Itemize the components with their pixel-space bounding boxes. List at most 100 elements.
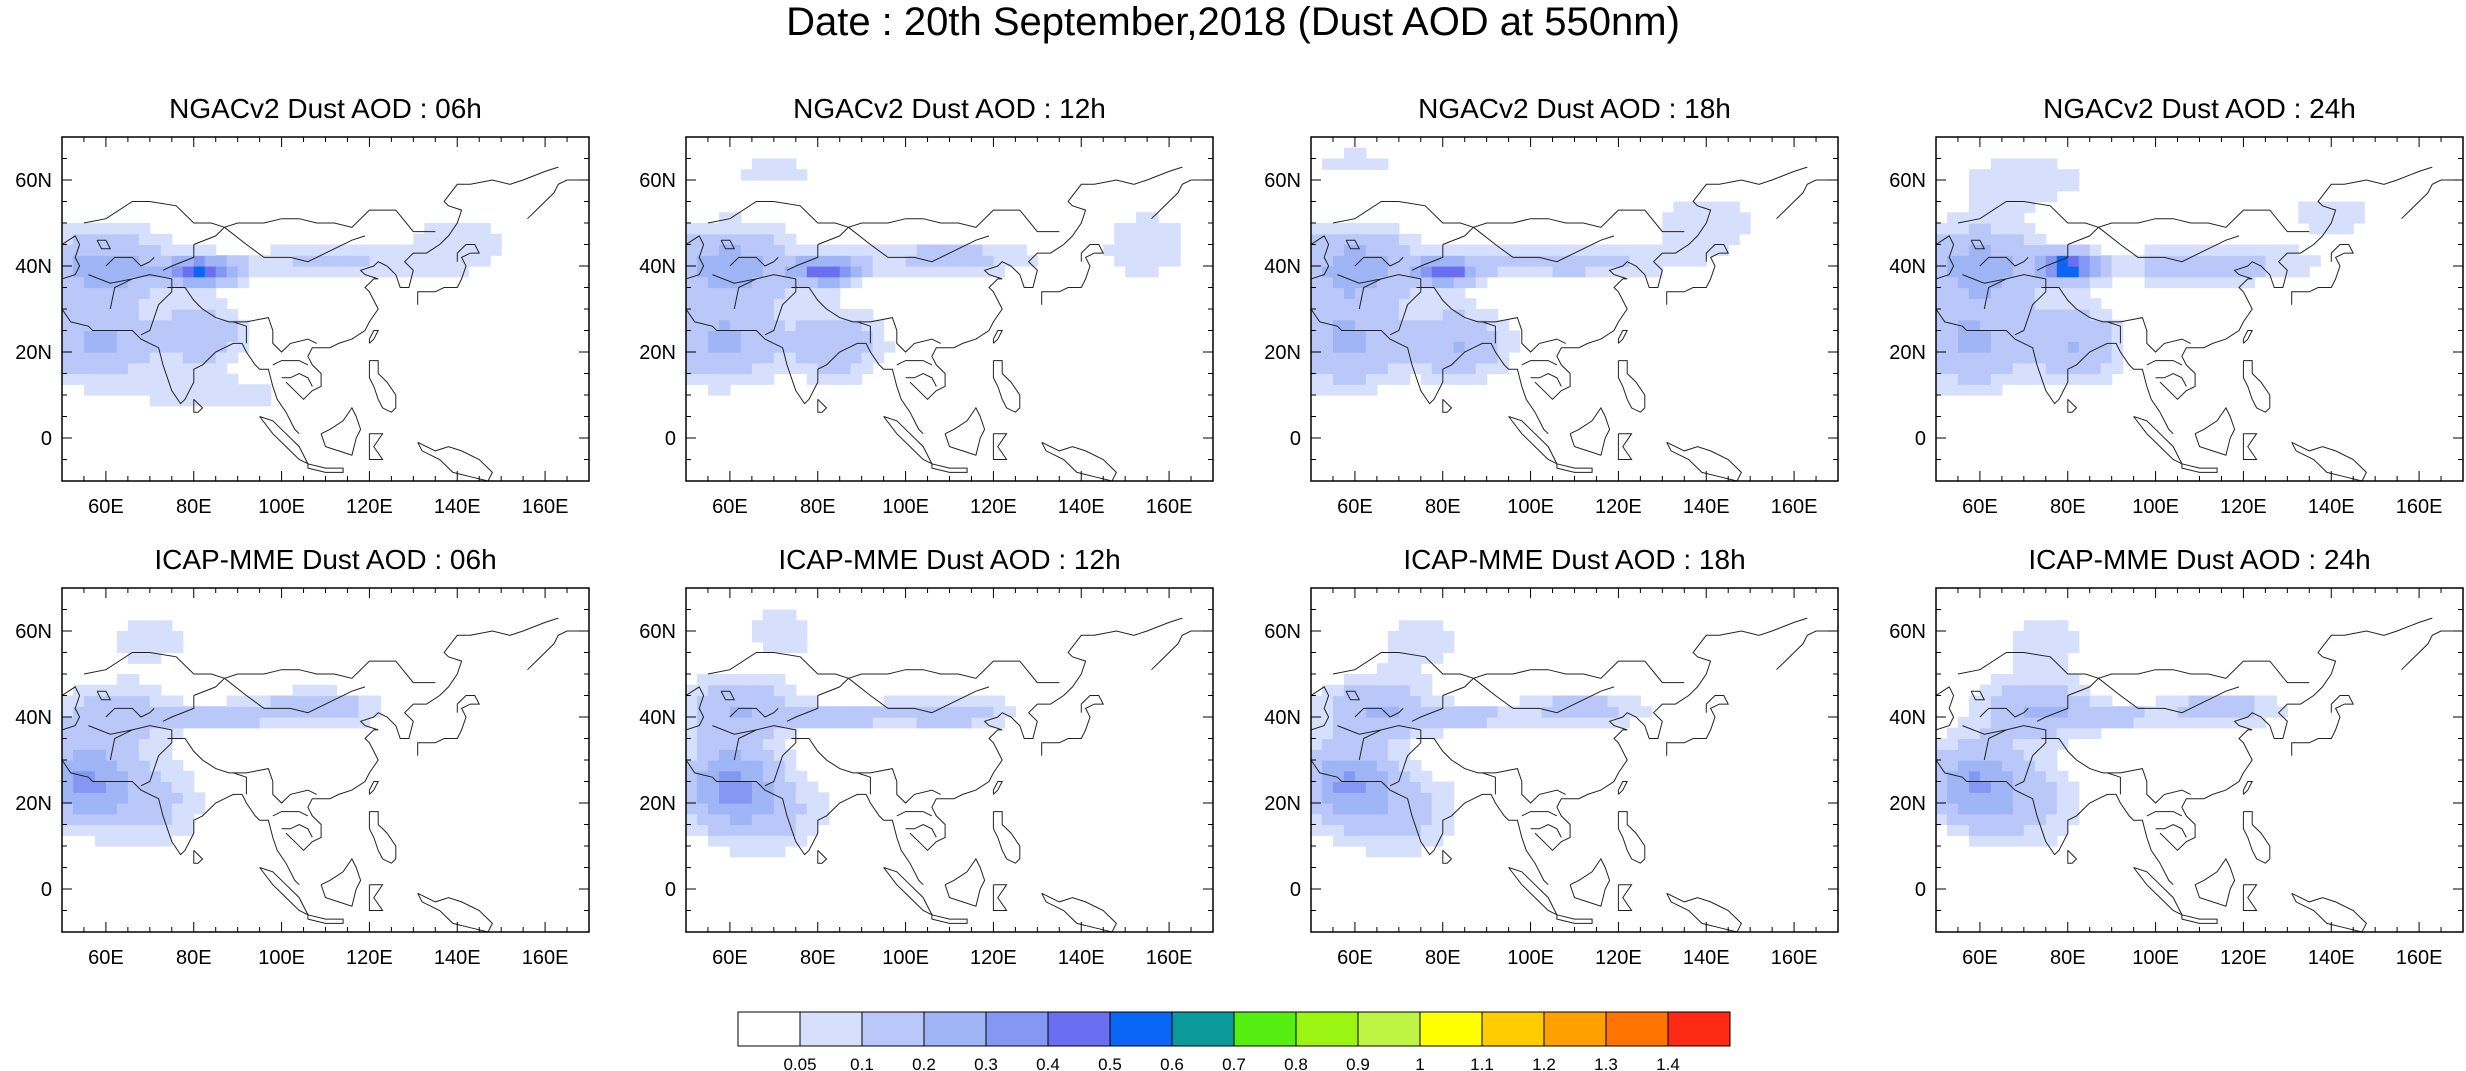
coastline: [729, 256, 779, 267]
aod-cell: [1464, 717, 1477, 729]
aod-cell: [138, 652, 151, 664]
aod-cell: [2023, 276, 2036, 289]
aod-cell: [1442, 695, 1455, 707]
coastline: [2041, 738, 2191, 804]
aod-cell: [1354, 792, 1367, 804]
aod-cell: [1979, 770, 1992, 783]
aod-cell: [1957, 341, 1970, 353]
coastline: [1041, 441, 1118, 481]
aod-cell: [795, 266, 808, 278]
aod-cell: [828, 319, 841, 332]
aod-cell: [2276, 244, 2288, 256]
coastline: [162, 695, 195, 722]
aod-cell: [2078, 276, 2091, 289]
aod-cell: [1585, 717, 1598, 729]
aod-cell: [2144, 706, 2157, 718]
aod-cell: [2166, 276, 2179, 289]
aod-cell: [1475, 244, 1488, 256]
aod-cell: [1158, 223, 1170, 235]
aod-cell: [1169, 255, 1181, 267]
aod-cell: [1442, 298, 1455, 310]
aod-cell: [1398, 824, 1411, 836]
aod-cell: [226, 266, 239, 278]
aod-cell: [1442, 362, 1455, 375]
aod-cell: [1979, 180, 1992, 192]
aod-cell: [83, 813, 96, 826]
aod-cell: [1311, 266, 1323, 278]
aod-cell: [2012, 738, 2025, 750]
aod-cell: [1398, 738, 1411, 750]
aod-cell: [182, 813, 195, 826]
aod-cell: [718, 319, 731, 332]
aod-cell: [1442, 373, 1455, 385]
aod-cell: [2045, 717, 2058, 729]
aod-cell: [729, 330, 742, 342]
aod-cell: [1936, 287, 1948, 299]
aod-cell: [127, 287, 140, 299]
aod-cell: [83, 362, 96, 375]
aod-cell: [413, 266, 425, 278]
coastline: [167, 287, 317, 353]
aod-cell: [2034, 695, 2047, 707]
aod-cell: [193, 255, 206, 267]
aod-cell: [2144, 266, 2157, 278]
aod-cell: [1376, 824, 1389, 836]
aod-cell: [1640, 266, 1652, 278]
aod-cell: [1936, 760, 1948, 772]
coastline: [1482, 321, 1496, 344]
aod-cell: [1125, 233, 1137, 246]
coastline: [896, 811, 933, 817]
aod-cell: [1343, 298, 1356, 310]
lon-tick-label: 160E: [1771, 947, 1818, 969]
aod-cell: [784, 609, 797, 621]
aod-cell: [2056, 792, 2069, 804]
aod-cell: [72, 824, 85, 836]
aod-cell: [237, 266, 250, 278]
aod-cell: [795, 244, 808, 256]
aod-cell: [1596, 255, 1609, 267]
coastline: [729, 707, 779, 718]
aod-cell: [828, 341, 841, 353]
colorbar-label: 0.05: [783, 1055, 816, 1071]
aod-cell: [237, 330, 250, 342]
aod-cell: [1409, 631, 1422, 643]
aod-cell: [2232, 717, 2245, 729]
aod-cell: [993, 695, 1005, 707]
aod-cell: [2012, 352, 2025, 364]
coastline: [1617, 433, 1633, 460]
aod-cell: [1376, 158, 1389, 170]
aod-cell: [1343, 373, 1356, 385]
aod-cell: [696, 309, 709, 321]
aod-cell: [1376, 781, 1389, 793]
aod-cell: [149, 727, 162, 740]
aod-cell: [927, 266, 940, 278]
aod-cell: [1946, 298, 1959, 310]
panel-title: NGACv2 Dust AOD : 06h: [169, 93, 482, 124]
aod-cell: [193, 373, 206, 385]
aod-cell: [1957, 781, 1970, 793]
aod-cell: [237, 255, 250, 267]
aod-cell: [1585, 266, 1598, 278]
aod-cell: [215, 384, 228, 396]
lat-tick-label: 40N: [639, 707, 676, 729]
aod-cell: [1662, 233, 1674, 246]
aod-cell: [718, 695, 731, 707]
aod-cell: [1629, 255, 1641, 267]
aod-cell: [446, 233, 458, 246]
aod-cell: [116, 824, 129, 836]
aod-cell: [127, 749, 140, 761]
aod-cell: [138, 803, 151, 815]
aod-cell: [751, 760, 764, 772]
aod-cell: [1387, 362, 1400, 375]
coastline: [224, 226, 366, 263]
aod-cell: [2001, 373, 2014, 385]
coastline: [1983, 278, 2007, 310]
aod-cell: [193, 319, 206, 332]
colorbar-box: [1047, 1011, 1111, 1047]
aod-cell: [94, 706, 107, 718]
aod-cell: [1464, 244, 1477, 256]
aod-cell: [160, 738, 173, 750]
aod-cell: [94, 792, 107, 804]
aod-cell: [773, 266, 786, 278]
aod-cell: [773, 255, 786, 267]
